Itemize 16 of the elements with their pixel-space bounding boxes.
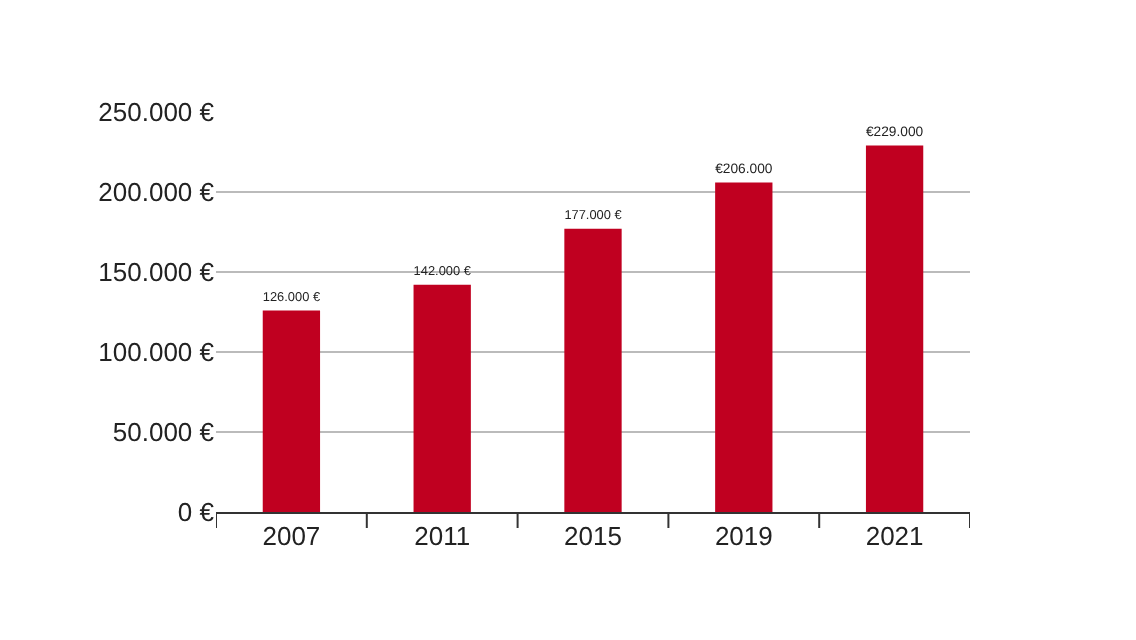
x-tick-label: 2007: [262, 521, 321, 552]
x-tick-label: 2015: [564, 521, 622, 552]
y-tick-label: 0 €: [177, 497, 216, 528]
y-tick-label: 100.000 €: [98, 337, 216, 368]
x-tick-label: 2019: [714, 521, 773, 552]
bar: [564, 228, 622, 512]
y-tick-label: 250.000 €: [98, 97, 216, 128]
y-tick-label: 150.000 €: [98, 257, 216, 288]
x-tick-label: 2021: [865, 521, 924, 552]
y-tick-label: 50.000 €: [112, 417, 216, 448]
x-tick-label: 2011: [414, 521, 471, 552]
bar: [262, 310, 321, 512]
bar: [413, 284, 471, 512]
bar: [715, 182, 773, 512]
y-tick-label: 200.000 €: [98, 177, 216, 208]
bar: [865, 145, 924, 512]
